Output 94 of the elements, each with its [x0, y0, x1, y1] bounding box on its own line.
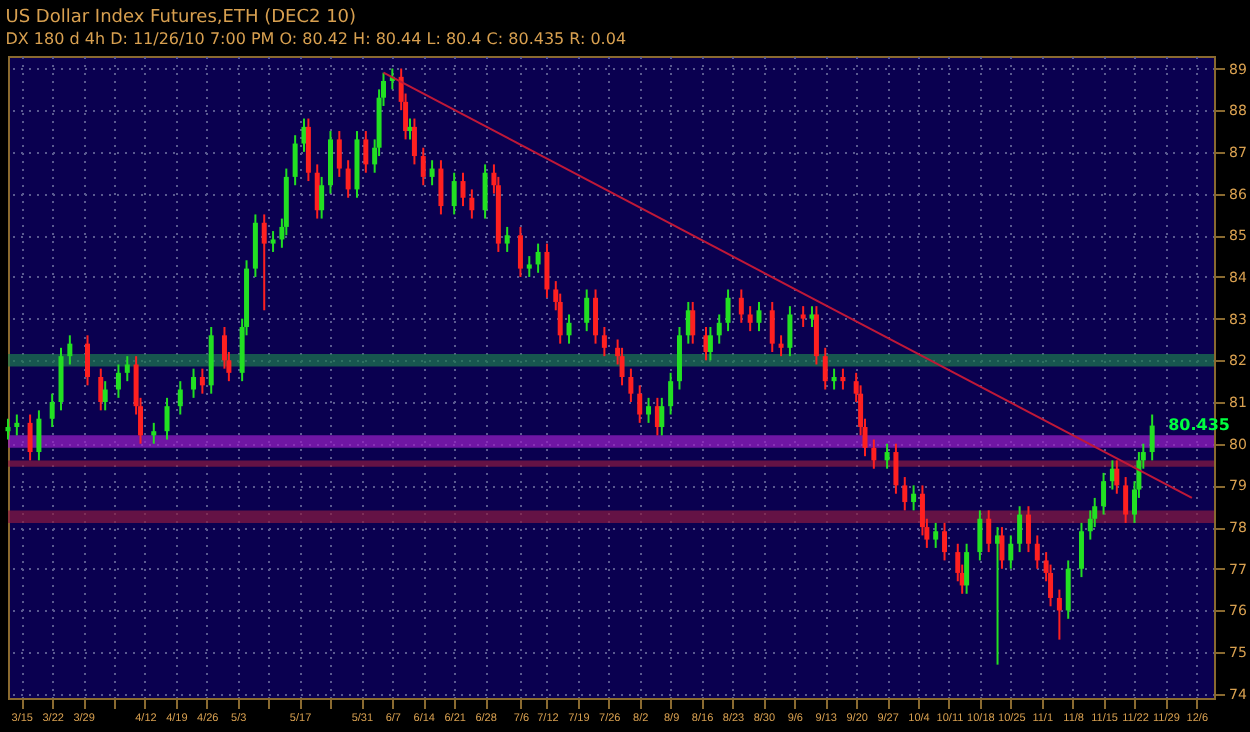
candlestick: [1078, 521, 1084, 579]
candlestick: [707, 325, 713, 362]
candlestick: [36, 409, 42, 462]
candlestick: [526, 255, 532, 278]
candlestick: [778, 334, 784, 358]
candlestick: [809, 305, 815, 328]
candlestick: [1025, 505, 1031, 554]
candlestick: [769, 300, 775, 353]
candlestick: [822, 346, 828, 391]
candlestick: [199, 367, 205, 395]
candlestick: [1123, 476, 1129, 524]
candlestick: [252, 213, 258, 278]
candlestick: [911, 484, 917, 512]
candlestick: [460, 171, 466, 208]
candlestick: [27, 413, 33, 462]
candlestick: [703, 325, 709, 362]
candlestick: [964, 542, 970, 595]
candlestick: [999, 526, 1005, 570]
candlestick: [942, 521, 948, 562]
candlestick: [327, 130, 333, 195]
candlestick: [319, 175, 325, 220]
candlestick: [191, 367, 197, 399]
chart-title: US Dollar Index Futures,ETH (DEC2 10): [5, 8, 357, 28]
candlestick: [420, 146, 426, 187]
candlestick: [902, 476, 908, 512]
candlestick: [270, 230, 276, 253]
candlestick: [787, 305, 793, 358]
candlestick: [884, 442, 890, 470]
candlestick: [676, 325, 682, 391]
candlestick: [738, 288, 744, 324]
candlestick: [1065, 559, 1071, 620]
candlestick: [535, 242, 541, 274]
candlestick: [438, 159, 444, 216]
candlestick: [177, 380, 183, 416]
candlestick: [668, 371, 674, 416]
chart-subtitle: DX 180 d 4h D: 11/26/10 7:00 PM O: 80.42 H: 80.44 L: 80.4 C: 80.435 R: 0.04: [5, 30, 627, 48]
candlestick: [756, 300, 762, 333]
candlestick: [659, 396, 665, 437]
candlestick: [566, 313, 572, 345]
candlestick: [517, 225, 523, 278]
candlestick: [831, 367, 837, 391]
candlestick: [1101, 471, 1107, 516]
candlestick: [601, 325, 607, 358]
candlestick: [1114, 459, 1120, 495]
candlestick: [164, 396, 170, 441]
candlestick: [261, 213, 267, 312]
candlestick: [85, 334, 91, 387]
candlestick: [977, 509, 983, 562]
candlestick: [800, 305, 806, 328]
candlestick: [725, 288, 731, 333]
candlestick: [893, 442, 899, 495]
candlestick: [619, 346, 625, 387]
candlestick: [482, 163, 488, 220]
candlestick: [67, 334, 73, 366]
candlestick: [98, 367, 104, 412]
candlestick: [1008, 534, 1014, 570]
candlestick: [871, 438, 877, 470]
candlestick: [102, 380, 108, 412]
candlestick: [115, 363, 121, 399]
candlestick: [593, 288, 599, 345]
candlestick: [747, 305, 753, 333]
candlestick: [690, 300, 696, 345]
candlestick: [584, 288, 590, 333]
candlestick: [646, 396, 652, 424]
candlestick: [336, 130, 342, 178]
candlestick: [451, 171, 457, 216]
candlestick: [124, 355, 130, 383]
candlestick: [49, 392, 55, 429]
candlestick: [301, 117, 307, 153]
candlestick: [151, 421, 157, 445]
candlestick: [363, 130, 369, 174]
candlestick: [429, 159, 435, 187]
candlestick: [411, 117, 417, 166]
candlestick: [933, 521, 939, 549]
candlestick: [14, 413, 20, 437]
candlestick: [1034, 534, 1040, 570]
candlestick: [1017, 505, 1023, 554]
candlestick: [840, 367, 846, 391]
candlestick: [504, 225, 510, 253]
candlestick: [1056, 588, 1062, 641]
candlestick: [986, 509, 992, 554]
candlestick: [544, 242, 550, 299]
candlestick: [292, 134, 298, 187]
candlestick: [345, 159, 351, 199]
candlestick: [1149, 413, 1155, 462]
annotation: 80.435: [1168, 415, 1231, 434]
candlestick: [637, 384, 643, 424]
candlestick: [716, 313, 722, 345]
candlestick: [469, 188, 475, 220]
candlestick: [628, 367, 634, 404]
candlestick: [58, 346, 64, 412]
candlestick: [813, 305, 819, 366]
candlestick: [5, 417, 11, 441]
candlestick: [305, 117, 311, 183]
